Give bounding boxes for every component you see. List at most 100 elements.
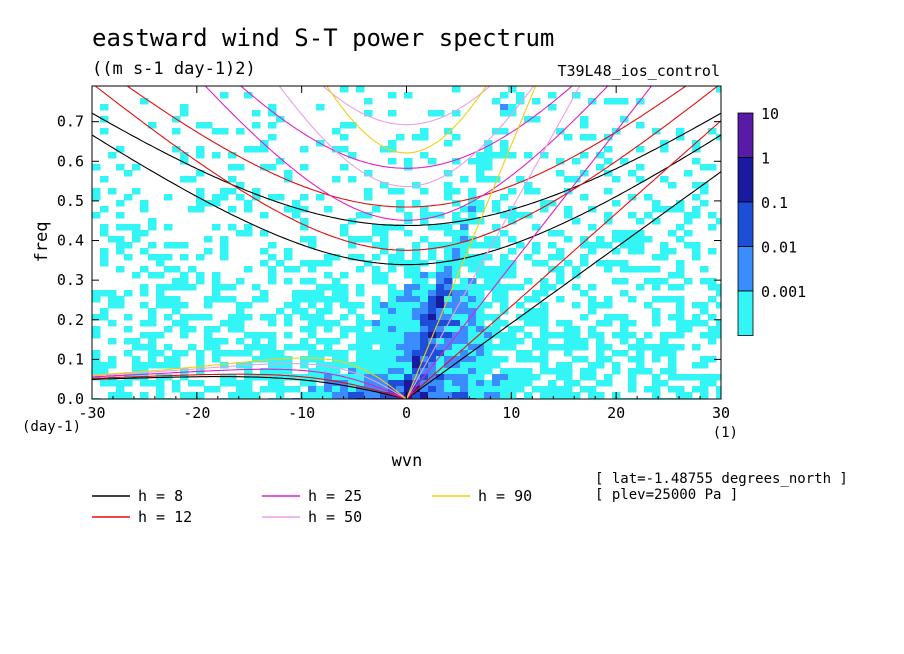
heat-cell [284, 248, 293, 255]
heat-cell [516, 98, 525, 105]
heat-cell [668, 206, 677, 213]
heat-cell [436, 392, 445, 399]
heat-cell [300, 344, 309, 351]
heat-cell [308, 278, 317, 285]
heat-cell [492, 200, 501, 207]
heat-cell [148, 314, 157, 321]
heat-cell [540, 152, 549, 159]
heat-cell [484, 368, 493, 375]
heat-cell [244, 92, 253, 99]
heat-cell [484, 278, 493, 285]
heat-cell [644, 344, 653, 351]
heat-cell [180, 392, 189, 399]
heat-cell [356, 344, 365, 351]
heat-cell [380, 374, 389, 381]
heat-cell [100, 104, 109, 111]
heat-cell [172, 380, 181, 387]
heat-cell [228, 314, 237, 321]
heat-cell [604, 314, 613, 321]
colorbar-box [737, 246, 754, 292]
heat-cell [596, 332, 605, 339]
heat-cell [372, 362, 381, 369]
heat-cell [164, 284, 173, 291]
heat-cell [364, 368, 373, 375]
heat-cell [116, 224, 125, 231]
heat-cell [284, 302, 293, 309]
gravity-curve-n1-h90 [326, 86, 487, 154]
heat-cell [388, 320, 397, 327]
heat-cell [308, 386, 317, 393]
heat-cell [372, 242, 381, 249]
heat-cell [164, 224, 173, 231]
heat-cell [316, 350, 325, 357]
heat-cell [204, 386, 213, 393]
heat-cell [708, 374, 717, 381]
heat-cell [444, 248, 453, 255]
heat-cell [612, 332, 621, 339]
heat-cell [100, 290, 109, 297]
heat-cell [652, 266, 661, 273]
heat-cell [476, 350, 485, 357]
heat-cell [132, 338, 141, 345]
heat-cell [700, 320, 709, 327]
heat-cell [260, 332, 269, 339]
heat-cell [508, 368, 517, 375]
heat-cell [500, 212, 509, 219]
heat-cell [660, 380, 669, 387]
heat-cell [452, 272, 461, 279]
heat-cell [204, 236, 213, 243]
heat-cell [140, 332, 149, 339]
heat-cell [636, 350, 645, 357]
heat-cell [396, 368, 405, 375]
heat-cell [548, 386, 557, 393]
heat-cell [348, 176, 357, 183]
heat-cell [172, 128, 181, 135]
heat-cell [708, 248, 717, 255]
heat-cell [276, 158, 285, 165]
heat-cell [140, 206, 149, 213]
heat-cell [172, 362, 181, 369]
heat-cell [692, 212, 701, 219]
heat-cell [684, 170, 693, 177]
heat-cell [444, 224, 453, 231]
heat-cell [348, 392, 357, 399]
heat-cell [236, 230, 245, 237]
heat-cell [468, 392, 477, 399]
heat-cell [452, 248, 461, 255]
heat-cell [412, 242, 421, 249]
heat-cell [388, 326, 397, 333]
heat-cell [92, 194, 101, 201]
heat-cell [516, 302, 525, 309]
heat-cell [332, 290, 341, 297]
heat-cell [452, 362, 461, 369]
heat-cell [500, 332, 509, 339]
heat-cell [708, 338, 717, 345]
heat-cell [148, 320, 157, 327]
heat-cell [212, 272, 221, 279]
colorbar-box [737, 112, 754, 158]
heat-cell [540, 206, 549, 213]
heat-cell [156, 350, 165, 357]
heat-cell [516, 92, 525, 99]
heat-cell [492, 224, 501, 231]
heat-cell [156, 362, 165, 369]
heat-cell [548, 380, 557, 387]
heat-cell [484, 284, 493, 291]
heat-cell [124, 254, 133, 261]
heat-cell [700, 374, 709, 381]
heat-cell [196, 254, 205, 261]
heat-cell [212, 152, 221, 159]
heat-cell [124, 326, 133, 333]
heat-cell [556, 332, 565, 339]
heat-cell [500, 290, 509, 297]
heat-cell [324, 362, 333, 369]
heat-cell [556, 374, 565, 381]
heat-cell [316, 392, 325, 399]
heat-cell [204, 326, 213, 333]
heat-cell [444, 194, 453, 201]
heat-cell [628, 320, 637, 327]
heat-cell [476, 392, 485, 399]
heat-cell [516, 212, 525, 219]
heat-cell [244, 230, 253, 237]
